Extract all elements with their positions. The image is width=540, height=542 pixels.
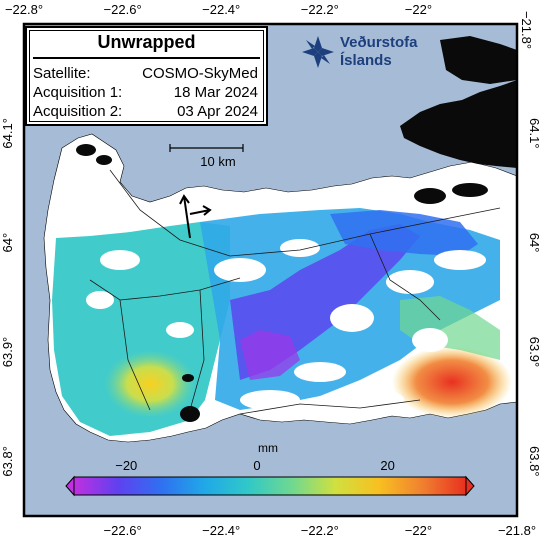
top-longitude-labels: −22.8° −22.6° −22.4° −22.2° −22° −21.8° (5, 2, 534, 49)
left-latitude-label: 63.9° (0, 337, 15, 368)
top-longitude-label: −22.2° (301, 2, 339, 17)
north-arrow (179, 194, 212, 239)
info-key: Acquisition 1: (33, 84, 123, 101)
top-longitude-label: −22.8° (5, 2, 43, 17)
bottom-longitude-labels: −22.6° −22.4° −22.2° −22° −21.8° (104, 523, 536, 538)
info-value: 03 Apr 2024 (177, 103, 258, 120)
info-value: COSMO-SkyMed (142, 65, 258, 82)
bottom-longitude-label: −22.6° (104, 523, 142, 538)
uplift-west (104, 350, 196, 418)
info-title: Unwrapped (97, 32, 196, 52)
right-latitude-label: 63.8° (527, 446, 540, 477)
scale-bar-label: 10 km (200, 154, 235, 169)
deformation-field-purple (240, 330, 300, 380)
roads (89, 169, 501, 415)
info-row-acquisition-2: Acquisition 2: 03 Apr 2024 (33, 103, 258, 121)
info-divider (33, 57, 260, 59)
colorbar-unit: mm (258, 441, 278, 455)
urban-area-west (76, 144, 200, 422)
colorbar-ticks: −20 0 20 (115, 458, 395, 473)
logo: Veðurstofa Íslands (300, 34, 420, 74)
uplift-east (392, 346, 512, 418)
bottom-longitude-label: −22.2° (301, 523, 339, 538)
info-key: Acquisition 2: (33, 103, 123, 120)
info-row-acquisition-1: Acquisition 1: 18 Mar 2024 (33, 84, 258, 102)
map-frame (22, 22, 519, 518)
right-latitude-label: 64.1° (527, 118, 540, 149)
colorbar-tick-label: 20 (380, 458, 394, 473)
top-longitude-label: −22.6° (104, 2, 142, 17)
top-longitude-label: −22.4° (202, 2, 240, 17)
right-latitude-label: 63.9° (527, 337, 540, 368)
right-latitude-labels: 64.1° 64° 63.9° 63.8° (527, 118, 540, 477)
incoherent-speckle (86, 239, 486, 410)
bottom-longitude-label: −21.8° (498, 523, 536, 538)
colorbar-tick-label: 0 (253, 458, 260, 473)
logo-line-1: Veðurstofa (340, 34, 418, 51)
logo-line-2: Íslands (340, 52, 392, 69)
left-latitude-label: 64.1° (0, 118, 15, 149)
urban-area-northeast (400, 36, 517, 204)
top-longitude-label: −21.8° (519, 11, 534, 49)
bottom-longitude-label: −22° (405, 523, 432, 538)
info-key: Satellite: (33, 65, 91, 82)
colorbar-arrow-right (465, 475, 475, 497)
deformation-field-blue-east (330, 210, 478, 256)
logo-star-icon (302, 36, 334, 68)
left-latitude-label: 64° (0, 233, 15, 253)
colorbar-tick-label: −20 (115, 458, 137, 473)
top-longitude-label: −22° (405, 2, 432, 17)
info-row-satellite: Satellite: COSMO-SkyMed (33, 65, 258, 83)
info-box: Unwrapped Satellite: COSMO-SkyMed Acquis… (25, 26, 268, 126)
right-latitude-label: 64° (527, 233, 540, 253)
left-latitude-labels: 64.1° 64° 63.9° 63.8° (0, 118, 15, 477)
left-latitude-label: 63.8° (0, 446, 15, 477)
bottom-longitude-label: −22.4° (202, 523, 240, 538)
scale-bar: 10 km (169, 144, 244, 169)
info-value: 18 Mar 2024 (173, 84, 258, 101)
colorbar (73, 476, 467, 496)
